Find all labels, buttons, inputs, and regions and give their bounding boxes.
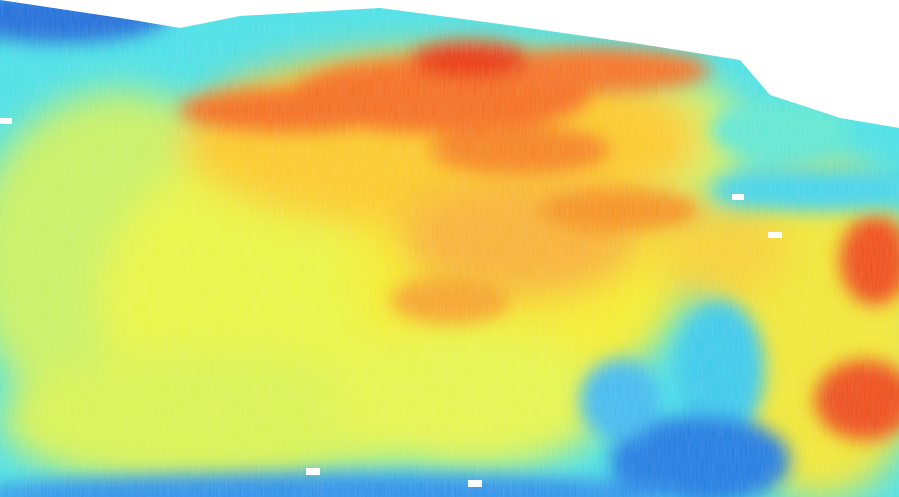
gap: [768, 232, 782, 238]
gap: [0, 118, 12, 124]
gaps: [0, 118, 782, 487]
gap: [306, 468, 320, 475]
gap: [468, 480, 482, 487]
gap: [732, 194, 744, 200]
